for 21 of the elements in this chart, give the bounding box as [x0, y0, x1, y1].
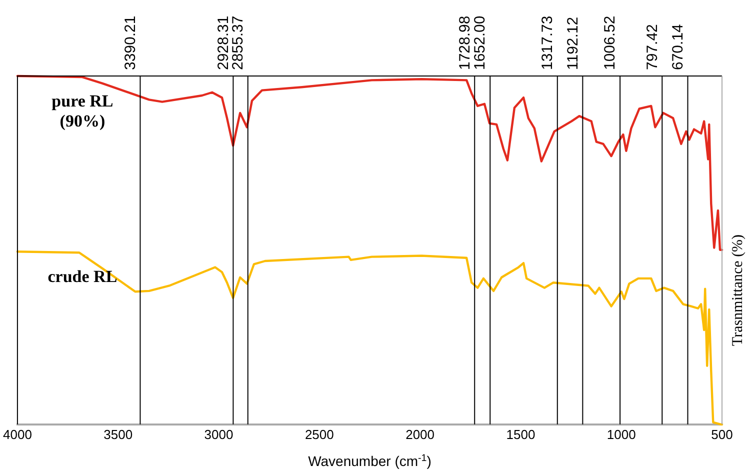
series-label: crude RL	[48, 267, 118, 286]
ref-line-label: 670.14	[669, 24, 686, 70]
ref-line-label: 1652.00	[472, 16, 489, 70]
ref-line-label: 797.42	[644, 24, 661, 70]
ref-line-label: 1317.73	[539, 16, 556, 70]
y-axis-title: Trasnmittance (%)	[730, 234, 746, 346]
ref-line-label: 1192.12	[564, 16, 582, 70]
series-label: pure RL (90%)	[52, 92, 114, 131]
x-tick-label: 4000	[3, 426, 32, 442]
x-tick-label: 1500	[506, 426, 536, 442]
x-tick-label: 500	[711, 426, 733, 442]
x-tick-label: 3500	[104, 426, 133, 442]
x-tick-label: 1000	[606, 426, 636, 442]
x-tick-label: 2000	[406, 426, 435, 442]
x-tick-label: 3000	[204, 426, 234, 442]
ref-line-label: 1728.98	[456, 16, 474, 70]
ref-line-label: 1006.52	[602, 16, 619, 70]
ref-line-label: 3390.21	[122, 16, 139, 70]
ref-line-label: 2855.37	[230, 16, 247, 70]
ref-line-label: 2928.31	[214, 16, 232, 70]
x-tick-label: 2500	[304, 426, 334, 442]
